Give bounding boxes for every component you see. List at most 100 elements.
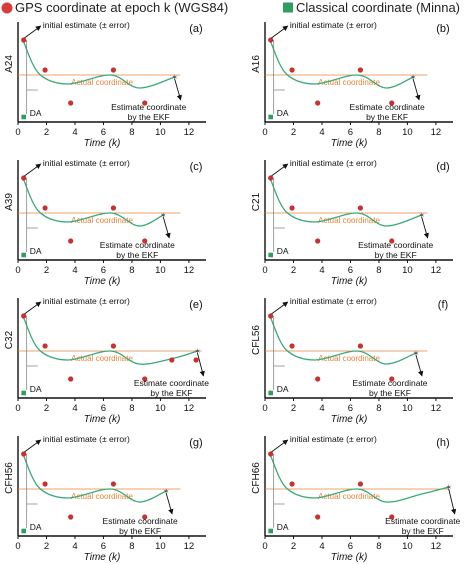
initial-estimate-arrow <box>24 25 42 39</box>
x-axis-label: Time (k) <box>84 138 121 149</box>
gps-point <box>142 376 148 382</box>
y-axis-label: A24 <box>4 55 15 73</box>
estimate-coordinate-label: Estimate coordinate <box>111 102 186 112</box>
panel-e: 0 2 4 6 8 10 12 Time (k) C32 (e) Actual coordinate… <box>4 296 209 425</box>
da-label: DA <box>277 384 289 394</box>
x-tick-label: 10 <box>402 265 413 276</box>
x-tick-label: 8 <box>376 127 381 138</box>
classical-point <box>21 528 26 534</box>
actual-coordinate-label: Actual coordinate <box>71 216 133 225</box>
x-tick-label: 4 <box>72 403 77 414</box>
estimate-coordinate-arrow <box>165 492 174 515</box>
x-tick-label: 0 <box>262 127 267 138</box>
gps-point <box>21 313 27 319</box>
x-tick-label: 0 <box>15 541 20 552</box>
ekf-end-star-icon: ✶ <box>160 211 167 220</box>
estimate-coordinate-arrow <box>174 78 182 101</box>
da-label: DA <box>277 522 289 532</box>
ekf-end-star-icon: ✶ <box>163 487 170 496</box>
panel-label: (f) <box>438 299 448 311</box>
x-tick-label: 6 <box>348 541 353 552</box>
gps-point <box>289 481 295 487</box>
initial-estimate-label: initial estimate (± error) <box>290 434 377 444</box>
x-tick-label: 12 <box>431 265 442 276</box>
gps-point <box>21 37 27 43</box>
initial-estimate-arrow <box>271 25 289 39</box>
panel-f: 0 2 4 6 8 10 12 Time (k) CFL56 (f) Actual coordina… <box>251 296 453 425</box>
x-tick-label: 6 <box>348 265 353 276</box>
x-tick-label: 4 <box>72 541 77 552</box>
panel-label: (a) <box>189 23 202 35</box>
panel-b: 0 2 4 6 8 10 12 Time (k) A16 (b) Actual coordinate… <box>251 20 453 149</box>
gps-point <box>268 313 274 319</box>
gps-point <box>289 67 295 73</box>
estimate-coordinate-label: by the EKF <box>375 250 417 260</box>
ekf-curve <box>23 179 164 227</box>
actual-coordinate-label: Actual coordinate <box>71 492 133 501</box>
estimate-coordinate-arrow <box>421 216 429 239</box>
estimate-coordinate-label: by the EKF <box>128 112 170 122</box>
ekf-end-star-icon: ✶ <box>194 347 201 356</box>
panel-label: (c) <box>190 161 203 173</box>
initial-estimate-label: initial estimate (± error) <box>290 20 377 30</box>
gps-point <box>357 205 364 211</box>
panel-label: (e) <box>189 299 202 311</box>
x-tick-label: 2 <box>291 127 296 138</box>
x-tick-label: 12 <box>184 403 195 414</box>
estimate-coordinate-label: Estimate coordinate <box>103 516 178 526</box>
estimate-coordinate-label: Estimate coordinate <box>352 378 427 388</box>
y-axis-label: CFH66 <box>251 462 262 494</box>
gps-point <box>357 481 364 487</box>
x-tick-label: 4 <box>319 265 324 276</box>
x-axis-label: Time (k) <box>331 138 368 149</box>
actual-coordinate-label: Actual coordinate <box>71 78 133 87</box>
x-tick-label: 2 <box>291 403 296 414</box>
x-tick-label: 4 <box>319 403 324 414</box>
da-label: DA <box>30 384 42 394</box>
ekf-end-star-icon: ✶ <box>445 483 452 492</box>
panel-g: 0 2 4 6 8 10 12 Time (k) CFH56 (g) Actual coordina… <box>4 434 206 563</box>
gps-point <box>142 100 148 106</box>
x-tick-label: 6 <box>101 403 106 414</box>
x-tick-label: 2 <box>291 541 296 552</box>
x-tick-label: 10 <box>402 403 413 414</box>
gps-point <box>68 376 74 382</box>
estimate-coordinate-label: by the EKF <box>369 388 411 398</box>
classical-point <box>268 252 273 258</box>
y-axis-label: C32 <box>4 330 15 349</box>
initial-estimate-label: initial estimate (± error) <box>43 434 130 444</box>
gps-point <box>110 481 117 487</box>
classical-point <box>21 252 26 258</box>
x-tick-label: 2 <box>291 265 296 276</box>
gps-point <box>42 205 48 211</box>
classical-point <box>21 390 26 396</box>
x-tick-label: 12 <box>184 265 195 276</box>
estimate-coordinate-label: by the EKF <box>402 526 444 536</box>
legend: GPS coordinate at epoch k (WGS84) Classi… <box>1 0 460 15</box>
x-tick-label: 8 <box>376 541 381 552</box>
gps-point <box>389 514 395 520</box>
x-tick-label: 10 <box>402 541 413 552</box>
estimate-coordinate-arrow <box>197 352 205 377</box>
gps-point <box>42 481 48 487</box>
gps-point <box>42 67 48 73</box>
estimate-coordinate-label: Estimate coordinate <box>385 516 460 526</box>
gps-point <box>142 514 148 520</box>
estimate-coordinate-label: by the EKF <box>119 526 161 536</box>
x-axis-label: Time (k) <box>331 276 368 287</box>
x-tick-label: 0 <box>15 265 20 276</box>
gps-point <box>193 357 199 363</box>
ekf-curve <box>270 41 414 89</box>
estimate-coordinate-label: Estimate coordinate <box>134 378 209 388</box>
gps-point <box>315 376 321 382</box>
x-tick-label: 10 <box>155 541 166 552</box>
ekf-curve <box>23 41 175 89</box>
gps-point <box>21 451 27 457</box>
gps-point <box>315 514 321 520</box>
gps-point <box>68 238 74 244</box>
gps-point <box>142 238 148 244</box>
x-tick-label: 12 <box>431 403 442 414</box>
gps-legend-label: GPS coordinate at epoch k (WGS84) <box>15 0 228 15</box>
classical-legend-marker <box>283 2 293 13</box>
da-label: DA <box>30 108 42 118</box>
